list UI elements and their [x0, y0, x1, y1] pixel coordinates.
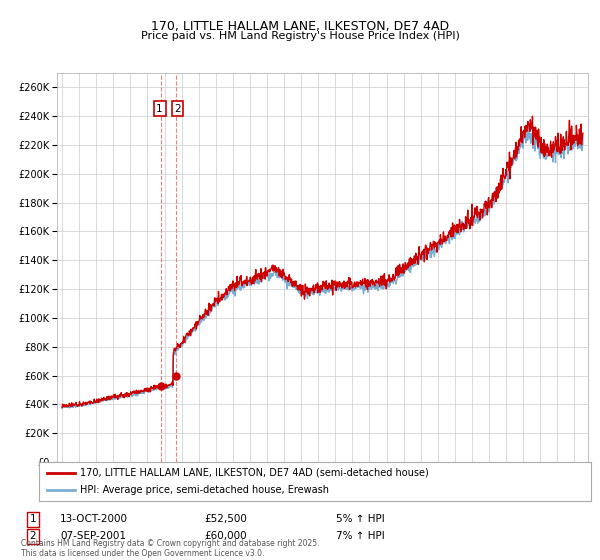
Text: £52,500: £52,500 — [204, 514, 247, 524]
Text: 170, LITTLE HALLAM LANE, ILKESTON, DE7 4AD: 170, LITTLE HALLAM LANE, ILKESTON, DE7 4… — [151, 20, 449, 32]
Text: HPI: Average price, semi-detached house, Erewash: HPI: Average price, semi-detached house,… — [80, 485, 329, 495]
Text: 1: 1 — [157, 104, 163, 114]
Text: 7% ↑ HPI: 7% ↑ HPI — [336, 531, 385, 542]
Text: 2: 2 — [174, 104, 181, 114]
Text: 13-OCT-2000: 13-OCT-2000 — [60, 514, 128, 524]
Text: 2: 2 — [29, 531, 37, 542]
Text: 5% ↑ HPI: 5% ↑ HPI — [336, 514, 385, 524]
Text: Price paid vs. HM Land Registry's House Price Index (HPI): Price paid vs. HM Land Registry's House … — [140, 31, 460, 41]
Text: Contains HM Land Registry data © Crown copyright and database right 2025.
This d: Contains HM Land Registry data © Crown c… — [21, 539, 320, 558]
Text: 170, LITTLE HALLAM LANE, ILKESTON, DE7 4AD (semi-detached house): 170, LITTLE HALLAM LANE, ILKESTON, DE7 4… — [80, 468, 429, 478]
Text: 1: 1 — [29, 514, 37, 524]
Text: 07-SEP-2001: 07-SEP-2001 — [60, 531, 126, 542]
Text: £60,000: £60,000 — [204, 531, 247, 542]
